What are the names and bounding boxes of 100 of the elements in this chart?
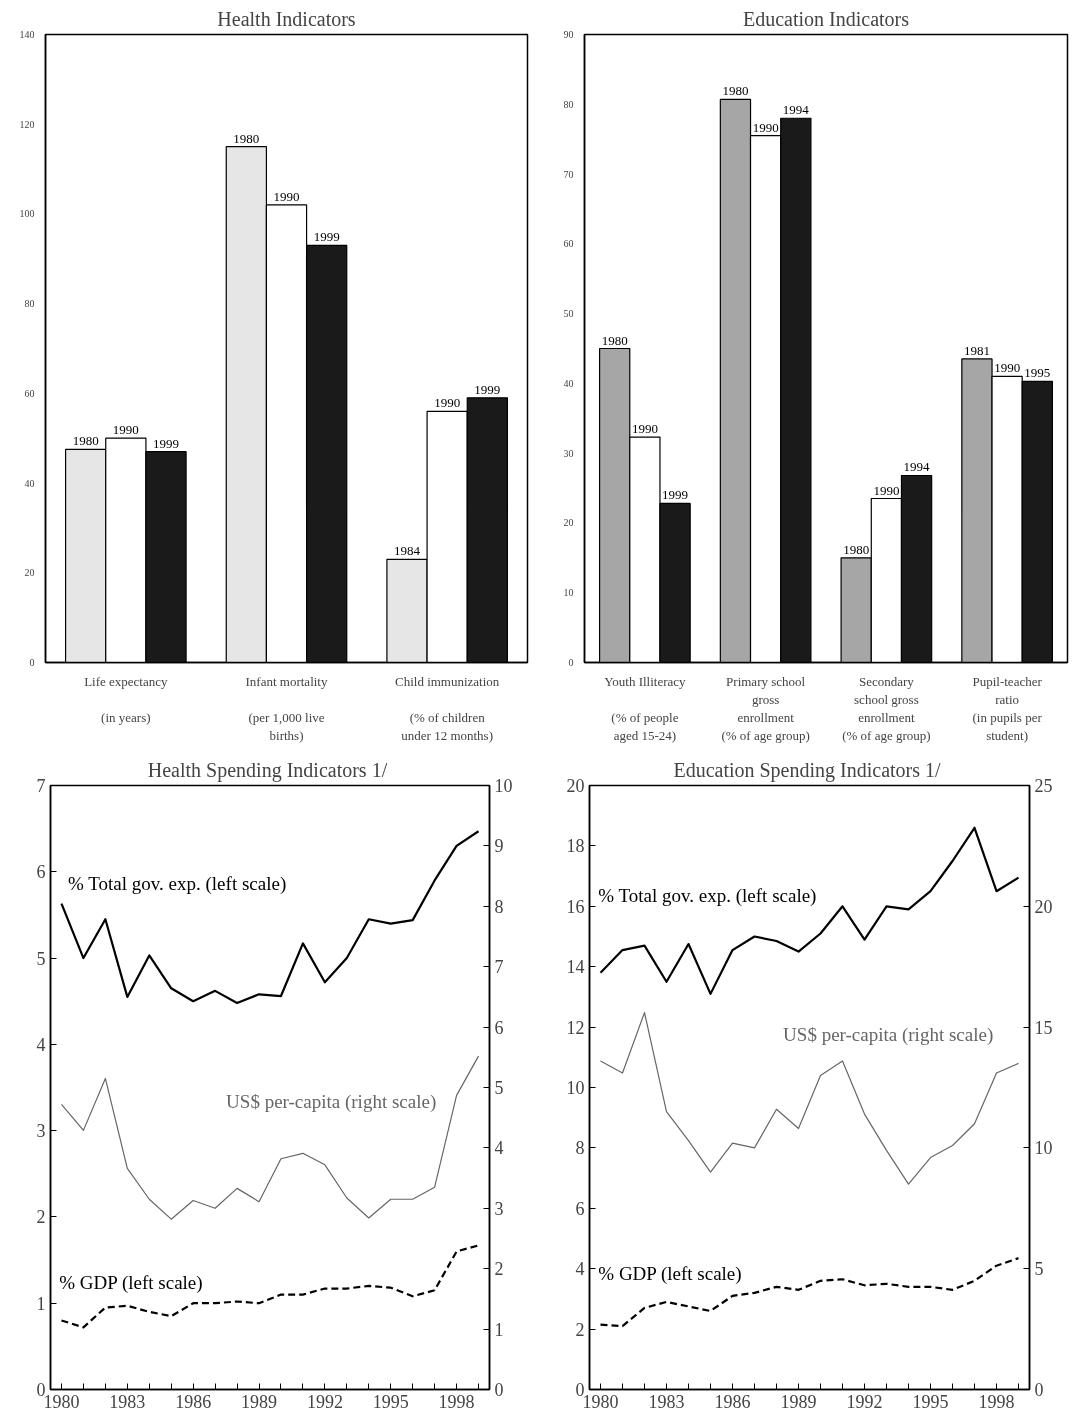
annotation: 1990 xyxy=(112,422,139,438)
y2-tick-label: 3 xyxy=(494,1198,504,1219)
annotation: 1990 xyxy=(631,421,658,437)
x-tick-label: Secondary school gross enrollment (% of age group) xyxy=(842,673,931,743)
y-tick-label: 18 xyxy=(566,836,585,857)
x-tick-label: 1983 xyxy=(109,1391,146,1412)
annotation: 1994 xyxy=(903,459,931,475)
y-tick-label: 1 xyxy=(36,1293,46,1314)
series-label: % Total gov. exp. (left scale) xyxy=(68,873,287,896)
y2-tick-label: 25 xyxy=(1034,776,1053,796)
y2-tick-label: 1 xyxy=(494,1319,504,1340)
y2-tick-label: 10 xyxy=(494,776,513,796)
annotation: 1990 xyxy=(994,360,1021,376)
y2-tick-label: 6 xyxy=(494,1017,504,1038)
y-tick-label: 140 xyxy=(19,29,35,40)
y-tick-label: 40 xyxy=(24,477,35,489)
y2-tick-label: 8 xyxy=(494,896,504,917)
y-tick-label: 0 xyxy=(575,1380,585,1400)
annotation: 1990 xyxy=(873,482,900,498)
category-label: Life expectancy (in years) xyxy=(84,673,168,725)
y2-tick-label: 2 xyxy=(494,1259,504,1280)
y2-tick-label: 20 xyxy=(1034,896,1053,917)
line-series xyxy=(599,1257,1020,1328)
annotation: 1990 xyxy=(752,119,779,135)
chart-title: Education Spending Indicators 1/ xyxy=(673,758,942,782)
x-tick-label: Primary school gross enrollment (% of age group) xyxy=(721,673,810,743)
annotation: 1999 xyxy=(474,381,501,397)
y-tick-label: 40 xyxy=(563,377,574,389)
chart-title: Education Indicators xyxy=(742,7,910,30)
y-tick-label: 14 xyxy=(566,957,585,978)
annotation: 1980 xyxy=(722,83,749,99)
y-tick-label: 120 xyxy=(19,118,35,130)
y-tick-label: 16 xyxy=(566,896,585,917)
y-tick-label: 5 xyxy=(36,948,46,969)
annotation: 1999 xyxy=(153,435,179,451)
annotation: 1981 xyxy=(963,342,990,358)
x-tick-label: 1998 xyxy=(438,1391,475,1412)
y-tick-label: 80 xyxy=(24,298,35,310)
x-tick-label: Pupil-teacher ratio (in pupils per student) xyxy=(972,673,1043,743)
y-tick-label: 90 xyxy=(563,29,574,40)
y-tick-label: 0 xyxy=(36,1380,46,1400)
y2-tick-label: 0 xyxy=(1034,1380,1044,1400)
y-tick-label: 80 xyxy=(563,98,574,110)
y-tick-label: 0 xyxy=(568,657,574,668)
y2-tick-label: 0 xyxy=(494,1380,504,1400)
y-tick-label: 2 xyxy=(36,1207,46,1228)
annotation: 1999 xyxy=(313,229,340,245)
series-label: % Total gov. exp. (left scale) xyxy=(598,885,817,908)
category-label: Infant mortality (per 1,000 live births) xyxy=(245,673,328,743)
y2-tick-label: 5 xyxy=(1034,1259,1044,1280)
chart-title: Health Indicators xyxy=(217,7,356,30)
x-tick-label: 1986 xyxy=(714,1391,751,1412)
annotation: 1990 xyxy=(273,188,300,204)
line-series xyxy=(599,1012,1020,1185)
annotation: 1994 xyxy=(782,102,810,118)
y-tick-label: 60 xyxy=(24,387,35,399)
y-tick-label: 12 xyxy=(566,1017,585,1038)
category-label: Youth Illiteracy (% of people aged 15-24) xyxy=(604,673,686,743)
x-tick-label: 1995 xyxy=(912,1391,949,1412)
y-tick-label: 20 xyxy=(24,567,35,579)
series-label: US$ per-capita (right scale) xyxy=(226,1090,437,1113)
x-tick-label: 1986 xyxy=(175,1391,212,1412)
y-tick-label: 4 xyxy=(575,1259,585,1280)
y-tick-label: 100 xyxy=(19,208,35,220)
y-tick-label: 10 xyxy=(566,1078,585,1098)
y-tick-label: 7 xyxy=(36,776,46,796)
chart-title: Health Spending Indicators 1/ xyxy=(147,758,388,782)
series-label: % GDP (left scale) xyxy=(598,1262,742,1285)
x-tick-label: 1989 xyxy=(241,1391,278,1412)
line-series xyxy=(60,1055,480,1220)
series-label: US$ per-capita (right scale) xyxy=(783,1024,994,1047)
y-tick-label: 20 xyxy=(566,776,585,796)
line-series xyxy=(60,1244,480,1329)
annotation: 1990 xyxy=(434,395,461,411)
series-label: % GDP (left scale) xyxy=(59,1271,203,1294)
y-tick-label: 4 xyxy=(36,1034,46,1055)
y2-tick-label: 5 xyxy=(494,1078,504,1098)
y-tick-label: 10 xyxy=(563,587,574,599)
line-series xyxy=(599,826,1020,995)
x-tick-label: 1983 xyxy=(648,1391,685,1412)
y2-tick-label: 4 xyxy=(494,1138,504,1159)
y-tick-label: 2 xyxy=(575,1319,585,1340)
y-tick-label: 70 xyxy=(563,168,574,180)
x-tick-label: 1992 xyxy=(846,1391,883,1412)
annotation: 1995 xyxy=(1024,365,1051,381)
y-tick-label: 6 xyxy=(36,862,46,883)
y2-tick-label: 9 xyxy=(494,836,504,857)
annotation: 1980 xyxy=(233,130,260,146)
annotation: 1980 xyxy=(843,541,870,557)
line-series xyxy=(60,830,480,1005)
y-tick-label: 6 xyxy=(575,1198,585,1219)
y-tick-label: 30 xyxy=(563,447,574,459)
y-tick-label: 50 xyxy=(563,308,574,320)
x-tick-label: 1992 xyxy=(306,1391,343,1412)
x-tick-label: 1995 xyxy=(372,1391,409,1412)
category-label: Child immunization (% of children under 12 months) xyxy=(394,673,500,743)
x-tick-label: 1989 xyxy=(780,1391,817,1412)
y2-tick-label: 10 xyxy=(1034,1138,1053,1159)
annotation: 1980 xyxy=(601,332,628,348)
annotation: 1984 xyxy=(394,543,421,559)
